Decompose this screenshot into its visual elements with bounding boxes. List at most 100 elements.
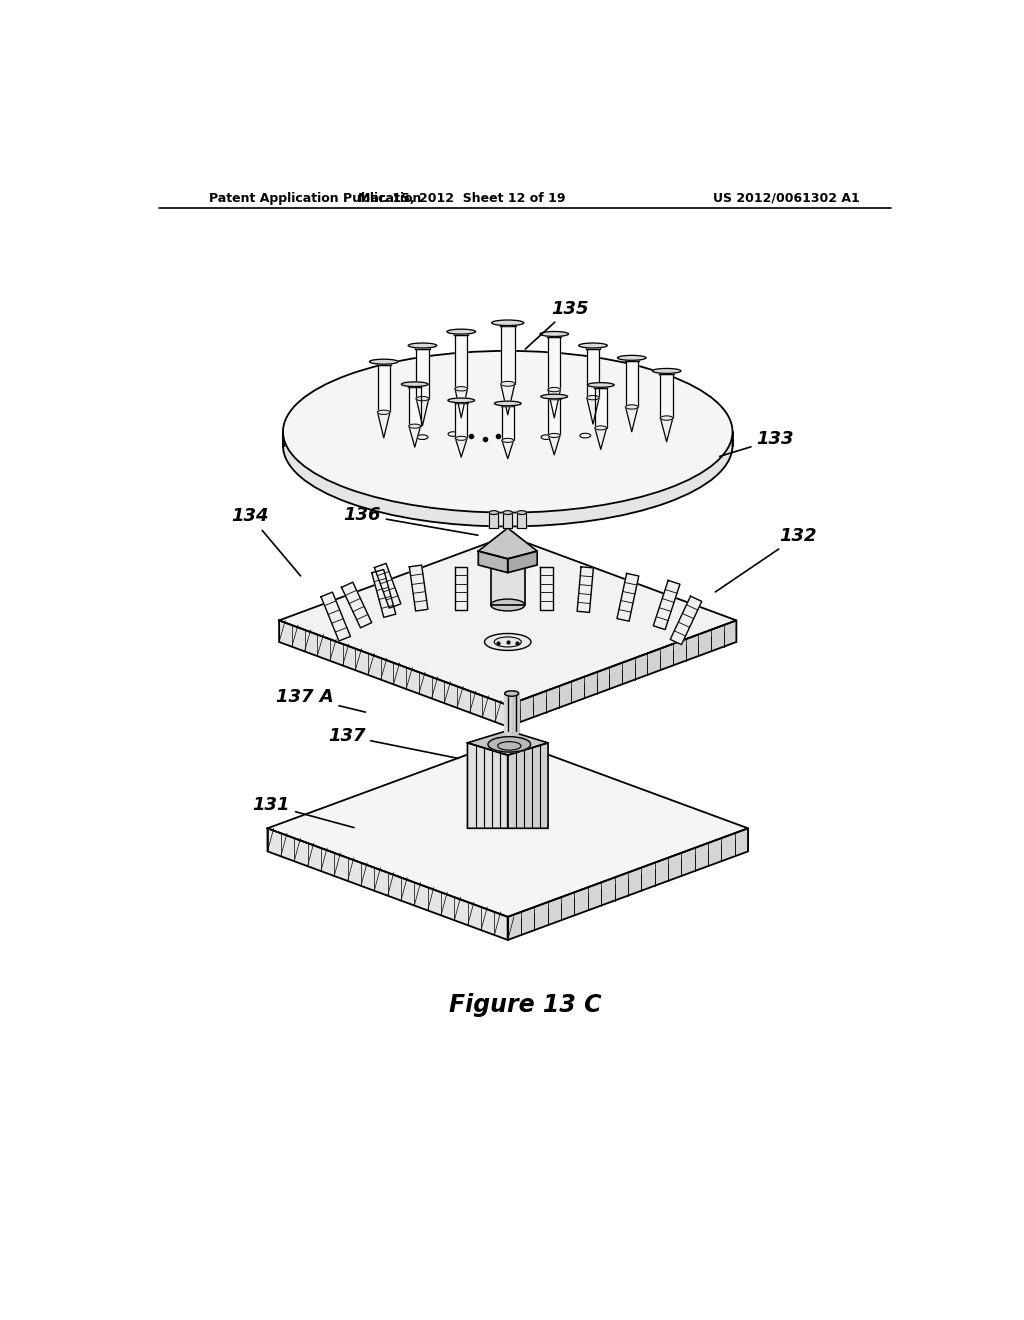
Polygon shape [660, 418, 673, 442]
Ellipse shape [484, 634, 531, 651]
Polygon shape [377, 362, 391, 364]
Ellipse shape [456, 437, 467, 441]
Ellipse shape [488, 737, 530, 752]
Polygon shape [578, 566, 593, 612]
Polygon shape [489, 512, 499, 528]
Ellipse shape [447, 399, 474, 403]
Polygon shape [595, 388, 606, 428]
Polygon shape [501, 384, 515, 414]
Ellipse shape [587, 396, 599, 400]
Polygon shape [455, 566, 467, 610]
Polygon shape [410, 565, 428, 611]
Polygon shape [267, 829, 508, 940]
Polygon shape [659, 371, 674, 374]
Polygon shape [548, 396, 561, 400]
Polygon shape [456, 438, 467, 457]
Polygon shape [660, 374, 673, 418]
Text: 137: 137 [328, 727, 459, 759]
Ellipse shape [541, 434, 552, 440]
Polygon shape [455, 389, 467, 418]
Ellipse shape [370, 359, 398, 364]
Polygon shape [378, 412, 390, 438]
Polygon shape [467, 743, 508, 829]
Polygon shape [508, 620, 736, 726]
Ellipse shape [588, 383, 614, 387]
Ellipse shape [447, 329, 475, 334]
Text: Figure 13 C: Figure 13 C [449, 994, 601, 1018]
Ellipse shape [505, 690, 518, 696]
Ellipse shape [492, 319, 524, 326]
Ellipse shape [595, 426, 606, 430]
Ellipse shape [502, 438, 514, 442]
Polygon shape [508, 743, 548, 829]
Text: 135: 135 [525, 300, 589, 348]
Polygon shape [503, 512, 512, 528]
Ellipse shape [495, 401, 521, 405]
Ellipse shape [579, 343, 607, 348]
Polygon shape [594, 385, 607, 388]
Polygon shape [508, 829, 748, 940]
Ellipse shape [540, 331, 568, 337]
Polygon shape [626, 360, 638, 407]
Polygon shape [280, 620, 508, 726]
Polygon shape [372, 569, 395, 618]
Polygon shape [456, 404, 467, 438]
Polygon shape [653, 581, 680, 630]
Polygon shape [547, 334, 561, 337]
Polygon shape [478, 552, 508, 573]
Polygon shape [378, 364, 390, 412]
Polygon shape [478, 528, 538, 558]
Polygon shape [586, 346, 600, 348]
Polygon shape [267, 739, 748, 917]
Polygon shape [417, 348, 429, 399]
Ellipse shape [517, 511, 526, 515]
Polygon shape [500, 323, 516, 326]
Text: Mar. 15, 2012  Sheet 12 of 19: Mar. 15, 2012 Sheet 12 of 19 [357, 191, 565, 205]
Ellipse shape [549, 433, 560, 437]
Polygon shape [548, 389, 560, 418]
Polygon shape [409, 384, 422, 387]
Polygon shape [409, 387, 421, 426]
Text: US 2012/0061302 A1: US 2012/0061302 A1 [713, 191, 860, 205]
Ellipse shape [378, 411, 390, 414]
Ellipse shape [548, 388, 560, 392]
Ellipse shape [580, 433, 591, 438]
Text: 132: 132 [716, 527, 817, 591]
Polygon shape [455, 335, 467, 389]
Ellipse shape [283, 364, 732, 527]
Polygon shape [501, 326, 515, 384]
Polygon shape [541, 566, 553, 610]
Polygon shape [617, 573, 639, 622]
Ellipse shape [449, 432, 459, 437]
Polygon shape [283, 432, 285, 446]
Polygon shape [587, 397, 599, 424]
Ellipse shape [490, 599, 524, 611]
Polygon shape [490, 552, 524, 605]
Text: 137 A: 137 A [275, 689, 366, 713]
Polygon shape [417, 399, 429, 425]
Ellipse shape [652, 368, 681, 374]
Polygon shape [416, 346, 430, 348]
Polygon shape [467, 730, 548, 755]
Polygon shape [501, 404, 514, 407]
Ellipse shape [541, 395, 567, 399]
Ellipse shape [501, 381, 515, 387]
Polygon shape [587, 348, 599, 397]
Ellipse shape [660, 416, 673, 420]
Ellipse shape [489, 511, 499, 515]
Polygon shape [549, 436, 560, 455]
Ellipse shape [455, 387, 467, 391]
Ellipse shape [283, 351, 732, 512]
Text: 134: 134 [231, 507, 301, 576]
Polygon shape [548, 337, 560, 389]
Polygon shape [454, 331, 468, 335]
Polygon shape [549, 400, 560, 436]
Ellipse shape [617, 355, 646, 360]
Polygon shape [342, 582, 372, 628]
Ellipse shape [503, 511, 512, 515]
Ellipse shape [490, 545, 524, 557]
Polygon shape [625, 358, 639, 360]
Polygon shape [508, 552, 538, 573]
Polygon shape [517, 512, 526, 528]
Text: 131: 131 [253, 796, 354, 828]
